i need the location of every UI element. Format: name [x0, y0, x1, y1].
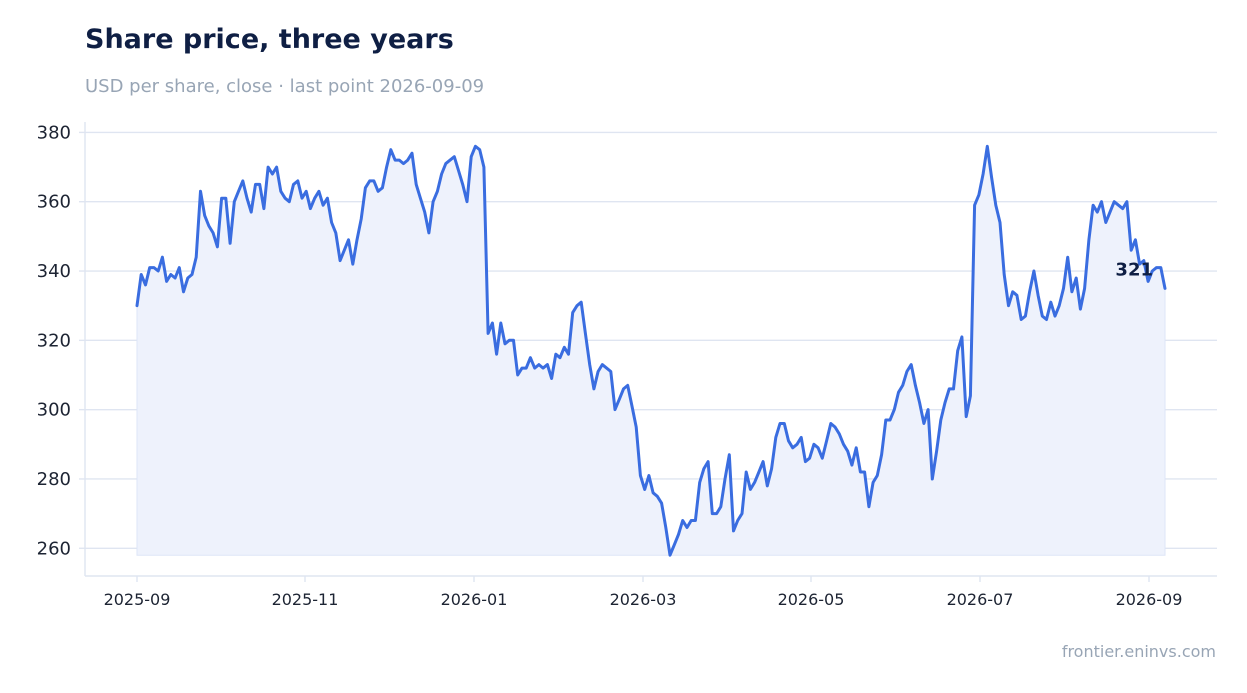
x-tick-label: 2026-07 [947, 590, 1014, 609]
y-tick-label: 360 [37, 192, 71, 213]
y-tick-label: 300 [37, 400, 71, 421]
y-tick-label: 380 [37, 122, 71, 143]
y-tick-label: 340 [37, 261, 71, 282]
chart-subtitle: USD per share, close · last point 2026-0… [85, 76, 485, 97]
axes [79, 122, 1217, 582]
series-line [135, 144, 1167, 557]
last-value-label: 321 [1115, 259, 1153, 280]
x-tick-label: 2026-03 [610, 590, 677, 609]
x-tick-label: 2025-09 [104, 590, 171, 609]
chart-title: Share price, three years [85, 24, 454, 55]
series [135, 144, 1167, 558]
x-tick-label: 2026-09 [1116, 590, 1183, 609]
y-tick-label: 320 [37, 330, 71, 351]
x-tick-label: 2026-05 [778, 590, 845, 609]
series-area [136, 145, 1166, 558]
y-tick-label: 280 [37, 469, 71, 490]
x-tick-label: 2026-01 [441, 590, 508, 609]
x-tick-label: 2025-11 [272, 590, 339, 609]
y-tick-label: 260 [37, 538, 71, 559]
tick-labels: 260 280 300 320 340 360 380 2025-09 2025-11 2026-… [37, 122, 1183, 609]
source-credit: frontier.eninvs.com [1061, 642, 1216, 661]
